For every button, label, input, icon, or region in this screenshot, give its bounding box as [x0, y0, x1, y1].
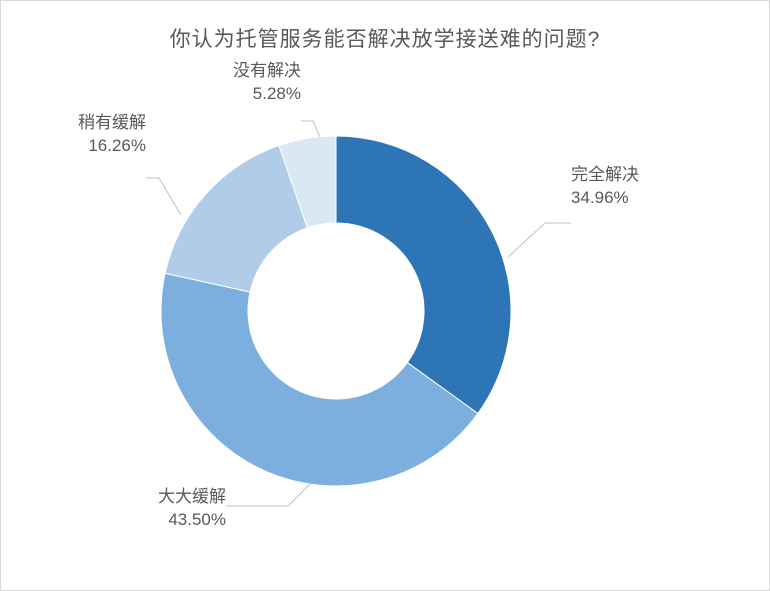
donut-chart — [1, 1, 770, 591]
slice-label: 稍有缓解16.26% — [78, 112, 146, 158]
slice-label: 完全解决34.96% — [571, 164, 639, 210]
slice-label-pct: 43.50% — [158, 509, 226, 532]
slice-label-name: 稍有缓解 — [78, 112, 146, 135]
slice — [165, 146, 307, 292]
leader-line — [226, 484, 310, 506]
leader-line — [508, 223, 571, 257]
slice-label-pct: 16.26% — [78, 135, 146, 158]
slice — [336, 136, 511, 414]
slice-label-name: 大大缓解 — [158, 486, 226, 509]
slice-label: 大大缓解43.50% — [158, 486, 226, 532]
slice-label-pct: 34.96% — [571, 187, 639, 210]
slice-label-pct: 5.28% — [233, 83, 301, 106]
slice-label-name: 完全解决 — [571, 164, 639, 187]
leader-line — [301, 121, 320, 137]
chart-container: 你认为托管服务能否解决放学接送难的问题? 完全解决34.96%大大缓解43.50… — [0, 0, 770, 591]
slice-label-name: 没有解决 — [233, 60, 301, 83]
slice-label: 没有解决5.28% — [233, 60, 301, 106]
leader-line — [146, 178, 181, 215]
